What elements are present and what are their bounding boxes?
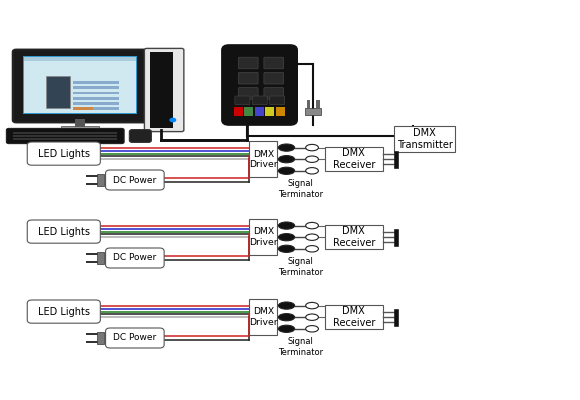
Text: DC Power: DC Power: [113, 334, 157, 342]
FancyBboxPatch shape: [106, 328, 164, 348]
Text: DMX
Receiver: DMX Receiver: [332, 148, 375, 170]
Ellipse shape: [306, 246, 318, 252]
Bar: [75, 119, 85, 127]
Ellipse shape: [306, 314, 318, 320]
Text: DMX
Driver: DMX Driver: [249, 150, 278, 169]
Bar: [249, 219, 277, 255]
Ellipse shape: [278, 302, 295, 309]
FancyBboxPatch shape: [13, 50, 147, 122]
Ellipse shape: [306, 168, 318, 174]
Bar: [86, 253, 99, 255]
FancyBboxPatch shape: [238, 57, 258, 69]
Ellipse shape: [306, 156, 318, 162]
Bar: [72, 81, 119, 84]
Bar: [325, 147, 383, 171]
FancyBboxPatch shape: [264, 88, 284, 99]
FancyBboxPatch shape: [252, 96, 267, 105]
Ellipse shape: [278, 314, 295, 321]
Bar: [72, 86, 119, 89]
FancyBboxPatch shape: [222, 45, 297, 125]
FancyBboxPatch shape: [235, 96, 250, 105]
Ellipse shape: [306, 222, 318, 229]
Bar: [24, 57, 136, 61]
Bar: [61, 126, 99, 129]
Bar: [86, 183, 99, 185]
Ellipse shape: [278, 222, 295, 229]
Bar: [244, 107, 253, 116]
Ellipse shape: [306, 302, 318, 309]
Bar: [276, 107, 285, 116]
Bar: [316, 100, 320, 108]
Bar: [97, 332, 104, 344]
Ellipse shape: [278, 234, 295, 241]
Bar: [13, 138, 117, 140]
Bar: [394, 151, 398, 168]
Bar: [72, 92, 119, 94]
Bar: [265, 107, 274, 116]
Ellipse shape: [278, 325, 295, 332]
Bar: [72, 97, 119, 100]
FancyBboxPatch shape: [27, 142, 100, 165]
Ellipse shape: [306, 326, 318, 332]
Bar: [13, 132, 117, 134]
Circle shape: [169, 118, 176, 122]
Bar: [86, 261, 99, 263]
FancyBboxPatch shape: [129, 130, 151, 142]
Bar: [72, 107, 119, 110]
Bar: [305, 108, 321, 115]
Ellipse shape: [306, 144, 318, 151]
Bar: [394, 229, 398, 246]
Bar: [249, 299, 277, 335]
Ellipse shape: [278, 156, 295, 163]
FancyBboxPatch shape: [238, 88, 258, 99]
Bar: [23, 56, 137, 114]
Bar: [13, 135, 117, 137]
Text: Signal
Terminator: Signal Terminator: [278, 179, 323, 199]
Text: LED Lights: LED Lights: [38, 148, 90, 158]
Ellipse shape: [278, 167, 295, 174]
Text: DMX
Receiver: DMX Receiver: [332, 306, 375, 328]
Bar: [234, 107, 243, 116]
Bar: [325, 305, 383, 329]
Bar: [72, 102, 119, 105]
Bar: [394, 126, 455, 152]
FancyBboxPatch shape: [6, 128, 124, 144]
Bar: [24, 57, 136, 113]
Ellipse shape: [278, 144, 295, 151]
Text: LED Lights: LED Lights: [38, 226, 90, 236]
FancyBboxPatch shape: [27, 220, 100, 243]
Text: Signal
Terminator: Signal Terminator: [278, 257, 323, 277]
Text: DC Power: DC Power: [113, 254, 157, 262]
Text: LED Lights: LED Lights: [38, 306, 90, 317]
Text: Signal
Terminator: Signal Terminator: [278, 337, 323, 357]
FancyBboxPatch shape: [264, 72, 284, 84]
Bar: [86, 341, 99, 343]
Bar: [307, 100, 310, 108]
Bar: [325, 225, 383, 249]
Text: DC Power: DC Power: [113, 176, 157, 184]
FancyBboxPatch shape: [27, 300, 100, 323]
FancyBboxPatch shape: [106, 170, 164, 190]
FancyBboxPatch shape: [270, 96, 285, 105]
FancyBboxPatch shape: [106, 248, 164, 268]
Bar: [46, 76, 70, 108]
Ellipse shape: [306, 234, 318, 240]
Text: DMX
Driver: DMX Driver: [249, 228, 278, 247]
FancyBboxPatch shape: [144, 48, 184, 132]
Bar: [86, 175, 99, 177]
Bar: [394, 309, 398, 326]
Bar: [86, 333, 99, 335]
Bar: [249, 141, 277, 177]
Ellipse shape: [278, 245, 295, 252]
Text: DMX
Transmitter: DMX Transmitter: [397, 128, 453, 150]
FancyBboxPatch shape: [238, 72, 258, 84]
Bar: [72, 107, 93, 110]
Bar: [150, 52, 173, 128]
FancyBboxPatch shape: [264, 57, 284, 69]
Text: DMX
Receiver: DMX Receiver: [332, 226, 375, 248]
Text: DMX
Driver: DMX Driver: [249, 308, 278, 327]
Bar: [97, 174, 104, 186]
Bar: [255, 107, 264, 116]
Bar: [97, 252, 104, 264]
